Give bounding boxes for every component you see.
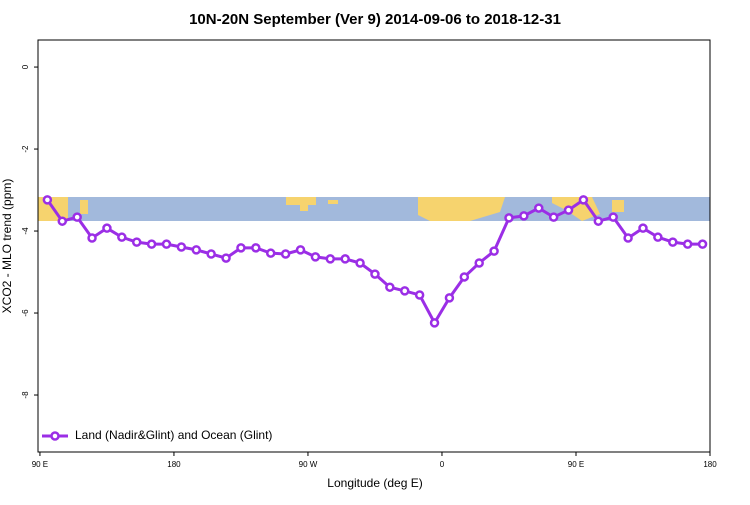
data-point xyxy=(563,205,574,215)
data-point xyxy=(414,290,425,300)
legend-label: Land (Nadir&Glint) and Ocean (Glint) xyxy=(75,428,272,442)
data-point xyxy=(131,237,142,247)
data-point xyxy=(72,212,82,222)
data-point xyxy=(578,195,589,205)
y-tick-label: 0 xyxy=(21,64,30,69)
chart-title: 10N-20N September (Ver 9) 2014-09-06 to … xyxy=(189,11,561,28)
data-point xyxy=(161,239,172,249)
x-tick-label: 0 xyxy=(440,460,445,469)
data-point xyxy=(548,212,559,222)
data-point xyxy=(399,286,410,296)
data-point xyxy=(325,254,336,264)
data-point xyxy=(608,212,618,222)
data-point xyxy=(221,253,231,263)
data-point xyxy=(385,282,395,292)
data-point xyxy=(653,232,663,242)
x-tick-label: 90 E xyxy=(568,460,584,469)
data-point xyxy=(638,223,648,233)
x-tick-label: 180 xyxy=(167,460,181,469)
data-point xyxy=(489,246,499,256)
data-point xyxy=(265,248,276,258)
x-tick-label: 180 xyxy=(703,460,717,469)
data-point xyxy=(355,258,365,268)
data-point xyxy=(117,232,127,242)
legend-marker xyxy=(50,431,60,441)
data-point xyxy=(519,211,529,221)
data-point xyxy=(444,293,455,303)
data-point xyxy=(459,272,470,282)
x-tick-label: 90 E xyxy=(32,460,48,469)
data-point xyxy=(206,249,216,259)
data-point xyxy=(102,223,112,233)
data-point xyxy=(236,243,246,253)
data-point xyxy=(146,239,157,249)
y-axis-label: XCO2 - MLO trend (ppm) xyxy=(0,179,14,314)
data-point xyxy=(504,213,514,223)
data-point xyxy=(251,243,261,253)
y-tick-label: -6 xyxy=(21,309,30,317)
y-tick-label: -4 xyxy=(21,227,30,235)
data-point xyxy=(593,216,604,226)
data-point xyxy=(295,245,306,255)
data-point xyxy=(87,233,97,243)
data-point xyxy=(697,239,708,249)
data-point xyxy=(682,239,693,249)
data-point xyxy=(57,216,68,226)
data-point xyxy=(370,269,380,279)
data-point xyxy=(280,249,291,259)
data-point xyxy=(310,252,321,262)
data-point xyxy=(668,237,678,247)
data-point xyxy=(534,203,544,213)
y-tick-label: -2 xyxy=(21,145,30,153)
data-point xyxy=(191,245,202,255)
data-point xyxy=(42,195,53,205)
plot-frame xyxy=(37,39,711,453)
y-tick-label: -8 xyxy=(21,391,30,399)
x-axis-label: Longitude (deg E) xyxy=(327,476,422,490)
data-point xyxy=(623,233,633,243)
data-point xyxy=(176,242,187,252)
data-point xyxy=(474,258,484,268)
data-point xyxy=(340,254,350,264)
x-tick-label: 90 W xyxy=(299,460,318,469)
data-point xyxy=(429,318,440,328)
map-strip xyxy=(38,197,710,221)
